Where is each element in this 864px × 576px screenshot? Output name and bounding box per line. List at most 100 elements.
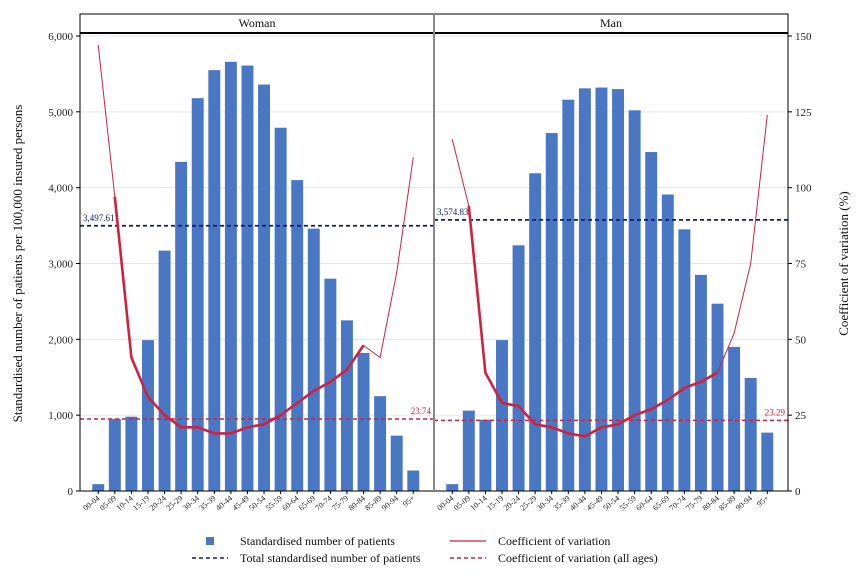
bar [407,470,420,491]
x-tick-label: 70-74 [668,494,688,513]
x-tick-label: 65-69 [297,494,317,513]
x-tick-label: 40-44 [568,494,588,513]
panel-title: Woman [238,16,275,30]
panel-woman: Woman 3,497.61 23.74 00-0405-0910-1415-1920… [79,13,435,513]
y-left-tick-label: 6,000 [48,31,73,43]
x-tick-label: 00-04 [81,494,101,513]
x-tick-label: 20-24 [148,494,168,513]
x-tick-label: 90-94 [380,494,400,513]
y-right-tick-label: 50 [795,334,807,346]
bar [307,228,320,491]
bar [390,435,403,491]
y-right-title: Coefficient of variation (%) [836,191,851,336]
y-left-tick-label: 0 [68,486,74,498]
bar [108,418,121,491]
x-tick-label: 15-19 [485,494,505,513]
x-tick-label: 10-14 [115,494,135,513]
x-tick-label: 15-19 [131,494,151,513]
x-tick-label: 80-84 [347,494,367,513]
legend-item: Coefficient of variation [450,534,610,548]
bar [628,110,641,492]
y-left-title: Standardised number of patients per 100,… [10,105,25,423]
y-left-tick-label: 4,000 [48,183,73,195]
bar [612,89,625,491]
bar [274,127,287,491]
y-right-tick-label: 125 [795,107,812,119]
bar [340,320,353,491]
x-tick-label: 25-29 [518,494,538,513]
legend-label: Standardised number of patients [240,534,395,548]
y-right-tick-label: 0 [795,486,801,498]
legend-item: Coefficient of variation (all ages) [450,551,658,565]
bar [324,278,337,491]
total-label: 3,574.83 [437,207,469,217]
y-left-tick-label: 1,000 [48,410,73,422]
legend-item: Standardised number of patients [206,534,395,548]
x-tick-label: 50-54 [247,494,267,513]
x-tick-label: 95+ [755,493,771,508]
axes: 0 1,000 2,000 3,000 4,000 5,000 6,000 0 25 50 75 10… [10,14,851,498]
x-tick-label: 20-24 [502,494,522,513]
y-left-tick-label: 5,000 [48,107,73,119]
x-tick-label: 40-44 [214,494,234,513]
cv-all-label: 23.29 [765,407,786,417]
x-tick-label: 30-34 [535,494,555,513]
legend-label: Coefficient of variation [498,534,610,548]
x-tick-label: 05-09 [98,494,118,513]
x-tick-label: 60-64 [280,494,300,513]
x-tick-label: 75-79 [684,494,704,513]
x-tick-label: 10-14 [469,494,489,513]
bar [175,161,188,491]
bar [761,432,774,491]
x-tick-label: 60-64 [634,494,654,513]
bar [711,303,724,491]
bar [728,346,741,491]
bar [595,87,608,492]
x-tick-label: 75-79 [330,494,350,513]
bar [224,61,237,492]
bar [744,378,757,491]
y-right-tick-label: 100 [795,183,812,195]
bar [529,173,542,491]
y-right-tick-label: 25 [795,410,807,422]
legend-item: Total standardised number of patients [192,551,421,565]
y-left-tick-label: 2,000 [48,334,73,346]
x-tick-label: 45-49 [231,494,251,513]
legend-label: Coefficient of variation (all ages) [498,551,658,565]
legend: Standardised number of patients Coefficie… [192,534,658,565]
cv-all-label: 23.74 [411,406,432,416]
y-right-tick-label: 150 [795,31,812,43]
x-tick-label: 45-49 [585,494,605,513]
bar [374,396,387,491]
x-tick-label: 35-39 [552,494,572,513]
bar [496,340,508,491]
y-right-tick-label: 75 [795,259,807,271]
x-tick-label: 00-04 [435,494,455,513]
y-left-tick-label: 3,000 [48,259,73,271]
bar [479,419,492,491]
bar [462,410,475,491]
x-tick-label: 50-54 [601,494,621,513]
bar [545,133,558,492]
bar [562,99,575,491]
bar [142,340,154,491]
legend-swatch-bar [206,537,214,545]
bar [125,416,138,491]
x-tick-label: 85-89 [363,494,383,513]
x-tick-label: 05-09 [452,494,472,513]
cv-line-thick [113,196,365,435]
x-tick-label: 70-74 [314,494,334,513]
x-tick-label: 55-59 [618,494,638,513]
bar [446,484,459,491]
bar [291,180,304,492]
bar [158,250,171,491]
total-label: 3,497.61 [83,213,115,223]
x-tick-label: 55-59 [264,494,284,513]
x-tick-label: 95+ [401,493,417,508]
bar [191,98,204,491]
x-tick-label: 30-34 [181,494,201,513]
cv-line-thick [467,205,719,438]
bar [661,194,674,491]
bar [357,352,370,491]
